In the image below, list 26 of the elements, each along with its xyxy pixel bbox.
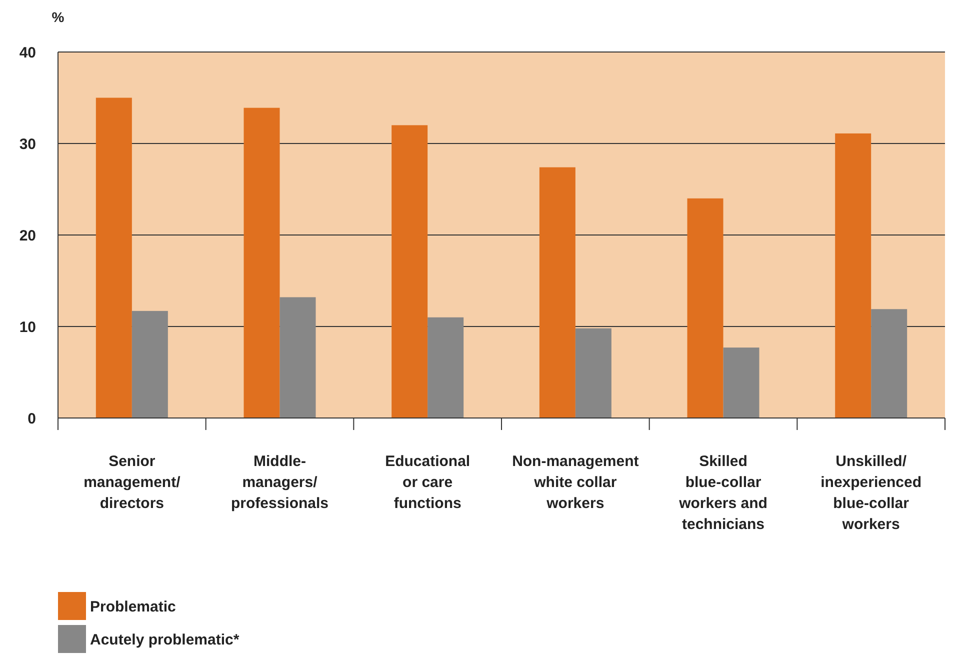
y-axis-title: % [52,9,65,25]
bar [280,297,316,418]
bar [835,133,872,418]
x-tick-label: Skilled blue-collar workers and technicians [678,453,768,533]
y-tick-label: 10 [19,318,36,336]
bar [575,328,612,418]
bar [428,317,464,418]
x-tick-label: Unskilled/ inexperienced blue-collar workers [820,453,922,533]
legend-label: Acutely problematic* [90,631,240,648]
bar [871,309,908,418]
bar [244,108,280,418]
bar [539,167,576,418]
y-tick-label: 20 [19,227,36,244]
x-tick-label: Educational or care functions [385,453,470,512]
x-tick-label: Non-management white collar workers [512,453,639,512]
bar [132,310,168,418]
y-tick-label: 40 [19,44,36,62]
bar [392,125,428,418]
y-tick-label: 30 [19,136,36,153]
x-tick-label: Senior management/ directors [84,453,182,512]
bar [723,348,760,418]
legend-label: Problematic [90,598,176,616]
x-tick-label: Middle- managers/ professionals [230,453,329,512]
bar [96,98,132,418]
bar [687,198,724,418]
y-tick-label: 0 [28,410,36,428]
